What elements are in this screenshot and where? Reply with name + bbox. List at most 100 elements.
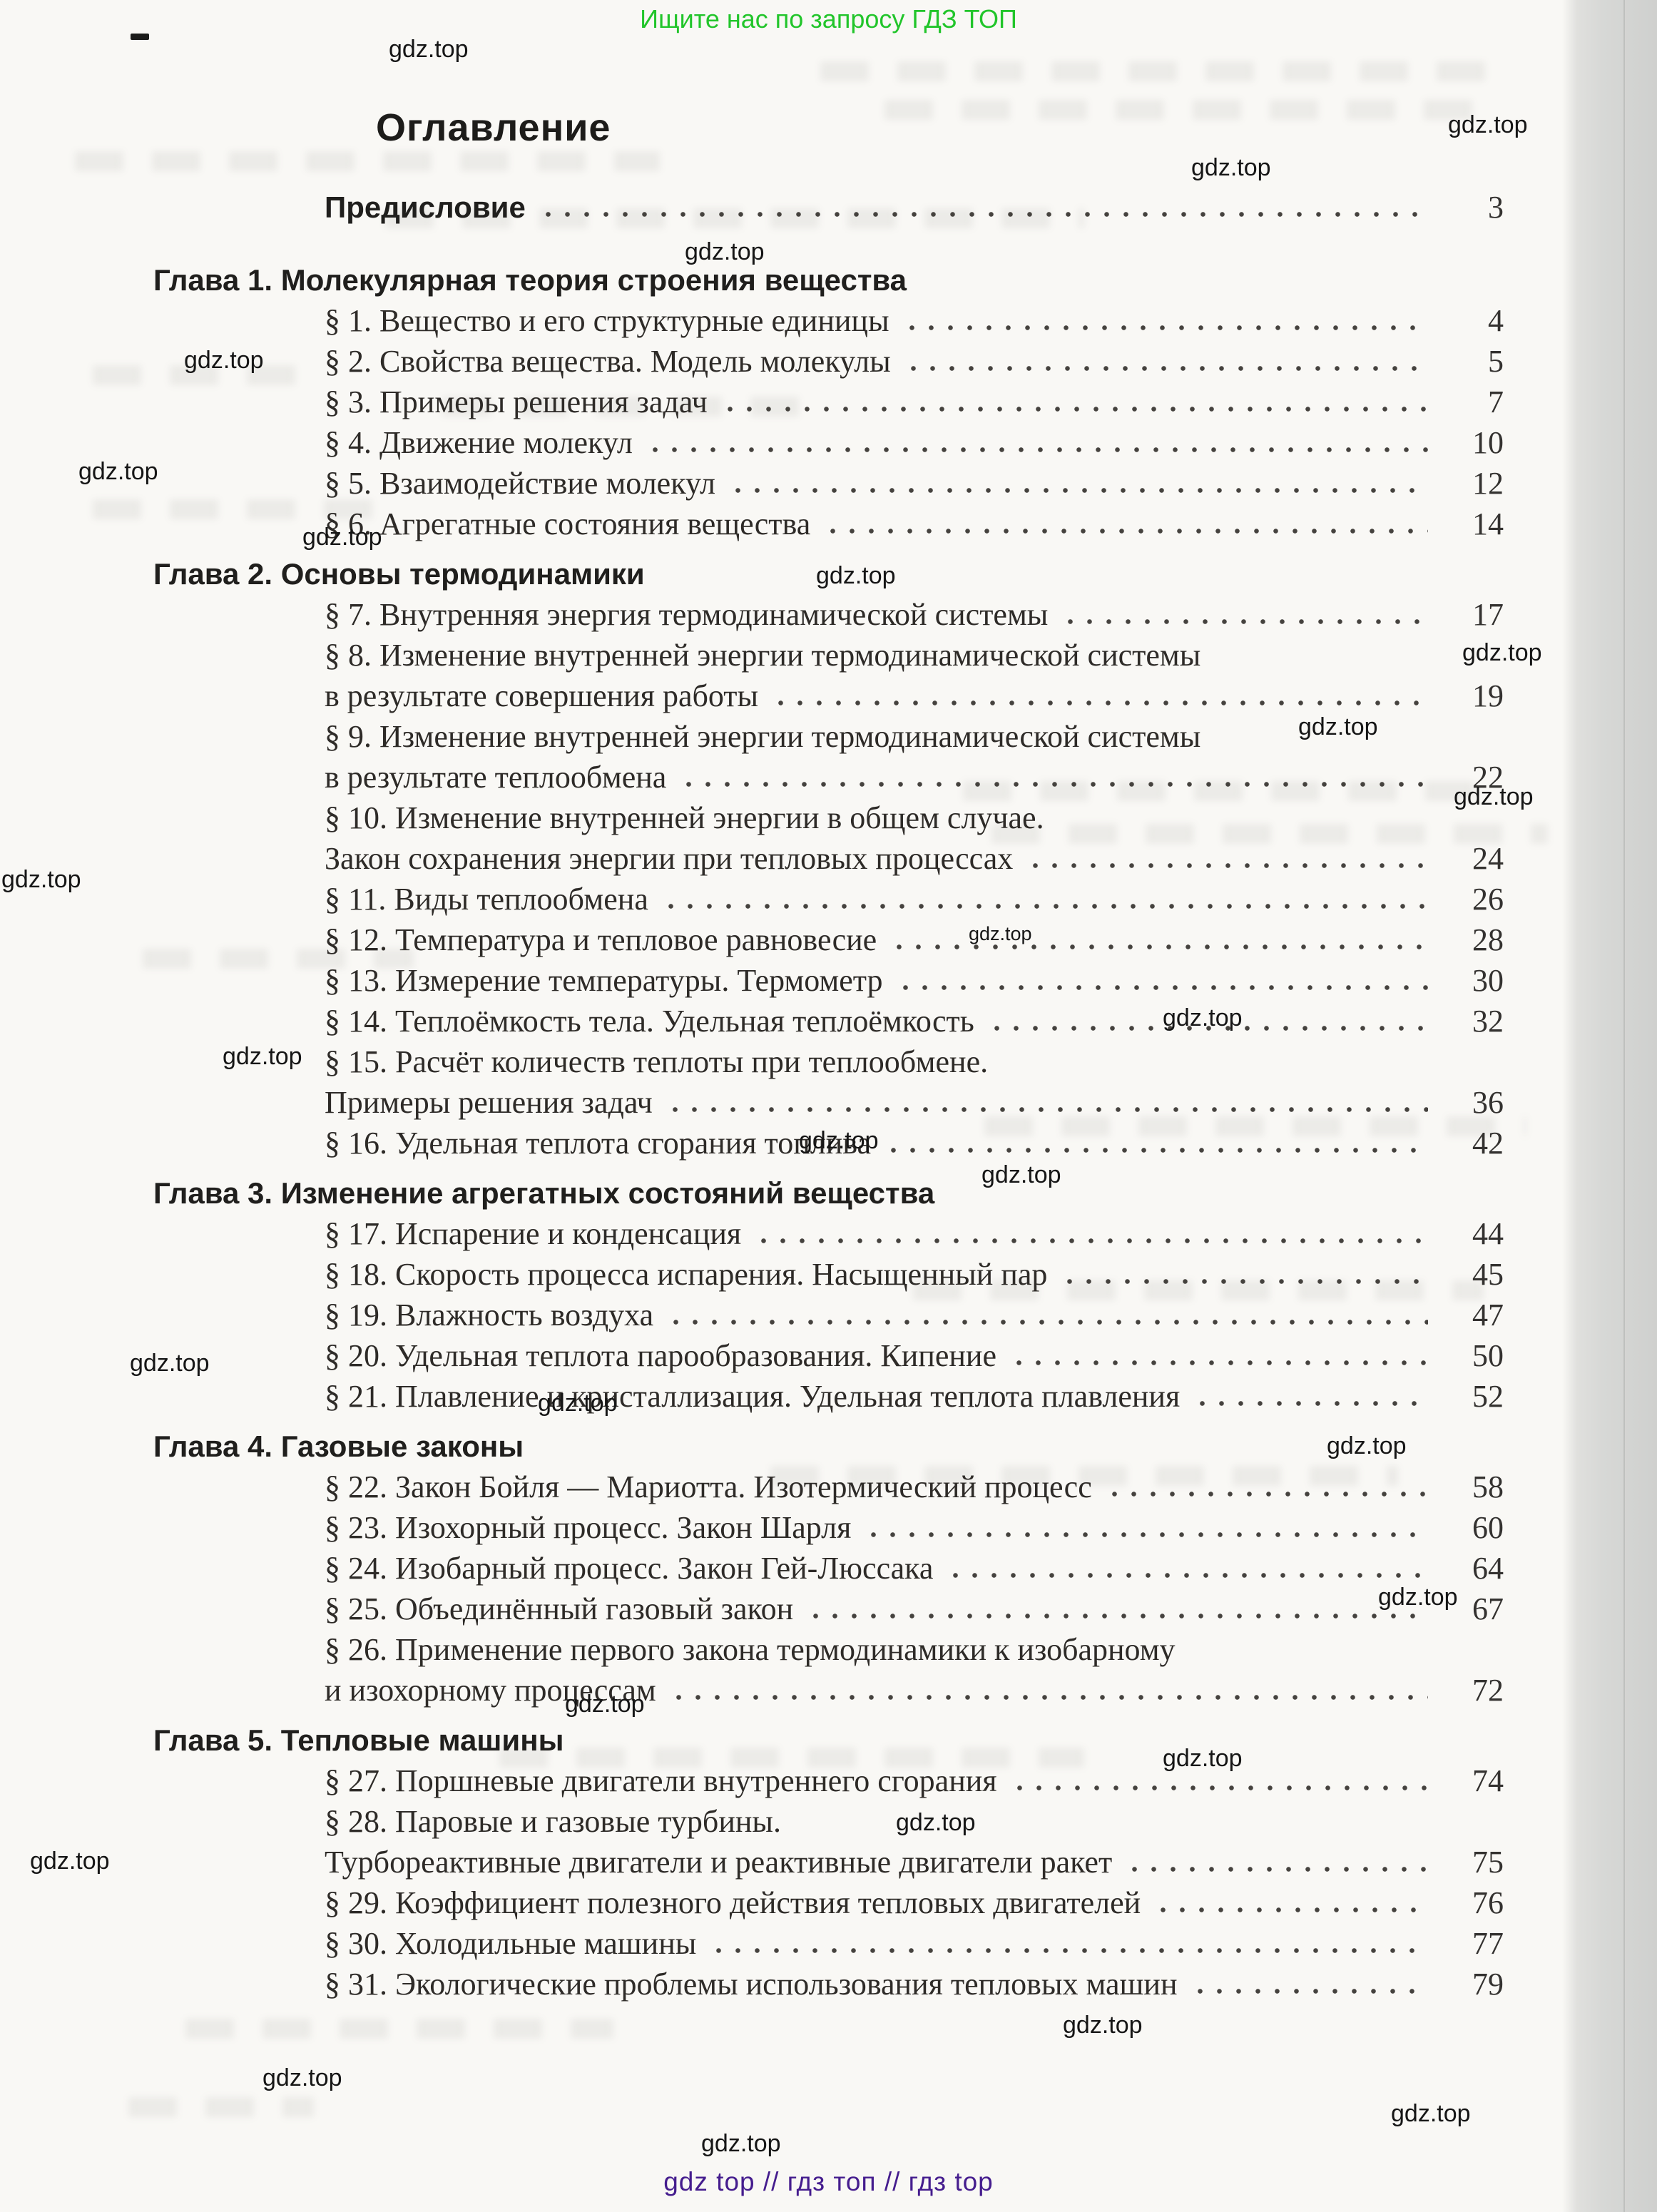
toc-row: § 4. Движение молекул 10 bbox=[153, 422, 1504, 463]
toc-row: в результате совершения работы 19 bbox=[153, 676, 1504, 716]
watermark: gdz.top bbox=[969, 923, 1032, 944]
toc-entry-label: § 4. Движение молекул bbox=[325, 425, 633, 460]
dot-leader bbox=[903, 365, 1428, 372]
dot-leader bbox=[538, 211, 1428, 218]
toc-page-number: 77 bbox=[1472, 1926, 1504, 1961]
dot-leader bbox=[728, 487, 1428, 494]
toc-entry-label: Закон сохранения энергии при тепловых пр… bbox=[325, 841, 1014, 876]
toc-entry-label: § 2. Свойства вещества. Модель молекулы bbox=[325, 344, 891, 379]
toc-row-preface: Предисловие 3 bbox=[153, 187, 1504, 228]
page-title: Оглавление bbox=[376, 106, 611, 149]
toc-entry-label: § 12. Температура и тепловое равновесие bbox=[325, 922, 877, 957]
toc-page-number: 12 bbox=[1472, 466, 1504, 501]
dot-leader bbox=[668, 1694, 1428, 1701]
bleed-through-artifact bbox=[143, 949, 414, 969]
toc-entry-label: § 17. Испарение и конденсация bbox=[325, 1216, 742, 1251]
watermark: gdz.top bbox=[302, 524, 382, 551]
dot-leader bbox=[1009, 1360, 1428, 1366]
toc-row: § 5. Взаимодействие молекул 12 bbox=[153, 463, 1504, 504]
watermark: gdz.top bbox=[184, 347, 264, 374]
watermark: gdz.top bbox=[538, 1390, 618, 1417]
toc-page-number: 47 bbox=[1472, 1298, 1504, 1332]
watermark: gdz.top bbox=[1462, 639, 1542, 666]
toc-row: § 2. Свойства вещества. Модель молекулы 5 bbox=[153, 341, 1504, 382]
toc-page-number: 28 bbox=[1472, 922, 1504, 957]
dot-leader bbox=[1061, 618, 1428, 625]
toc-page-number: 26 bbox=[1472, 882, 1504, 917]
toc-row: и изохорному процессам 72 bbox=[153, 1670, 1504, 1711]
toc-entry-label: § 14. Теплоёмкость тела. Удельная теплоё… bbox=[325, 1004, 974, 1039]
dot-leader bbox=[754, 1238, 1428, 1244]
toc-page-number: 52 bbox=[1472, 1379, 1504, 1414]
toc-page-number: 4 bbox=[1488, 303, 1504, 338]
watermark: gdz.top bbox=[1391, 2100, 1471, 2127]
toc-page-number: 3 bbox=[1488, 190, 1504, 225]
watermark: gdz.top bbox=[1063, 2012, 1143, 2039]
toc-row: § 23. Изохорный процесс. Закон Шарля 60 bbox=[153, 1507, 1504, 1548]
toc-row: § 9. Изменение внутренней энергии термод… bbox=[153, 716, 1504, 757]
toc-entry-label: § 15. Расчёт количеств теплоты при тепло… bbox=[325, 1044, 989, 1079]
toc-page-number: 14 bbox=[1472, 506, 1504, 541]
toc-entry-label: § 28. Паровые и газовые турбины. bbox=[325, 1804, 781, 1839]
watermark: gdz.top bbox=[799, 1127, 879, 1154]
chapter-heading: Глава 4. Газовые законы bbox=[153, 1429, 524, 1463]
toc-row: § 25. Объединённый газовый закон 67 bbox=[153, 1589, 1504, 1629]
watermark: gdz.top bbox=[1, 866, 81, 893]
watermark: gdz.top bbox=[30, 1847, 110, 1875]
bleed-through-artifact bbox=[128, 2097, 314, 2117]
dot-leader bbox=[806, 1613, 1428, 1619]
toc-page-number: 58 bbox=[1472, 1469, 1504, 1504]
watermark: gdz.top bbox=[1298, 713, 1378, 740]
toc-page-number: 50 bbox=[1472, 1338, 1504, 1373]
toc-row: § 19. Влажность воздуха 47 bbox=[153, 1295, 1504, 1335]
toc-row: § 14. Теплоёмкость тела. Удельная теплоё… bbox=[153, 1001, 1504, 1041]
toc-entry-label: § 9. Изменение внутренней энергии термод… bbox=[325, 719, 1201, 754]
toc-page-number: 64 bbox=[1472, 1551, 1504, 1586]
dot-leader bbox=[889, 944, 1428, 950]
toc-entry-label: § 25. Объединённый газовый закон bbox=[325, 1591, 794, 1626]
toc-row: § 17. Испарение и конденсация 44 bbox=[153, 1213, 1504, 1254]
toc-chapter: Глава 2. Основы термодинамики § 7. Внутре… bbox=[153, 556, 1504, 1163]
dot-leader bbox=[661, 903, 1428, 909]
dot-leader bbox=[665, 1106, 1428, 1113]
watermark: gdz.top bbox=[685, 238, 765, 265]
toc-row: § 16. Удельная теплота сгорания топлива 4… bbox=[153, 1123, 1504, 1163]
toc-row: § 21. Плавление и кристаллизация. Удельн… bbox=[153, 1376, 1504, 1417]
dot-leader bbox=[720, 406, 1428, 412]
toc-page-number: 79 bbox=[1472, 1967, 1504, 2002]
watermark: gdz.top bbox=[701, 2130, 781, 2157]
bleed-through-artifact bbox=[185, 2019, 613, 2039]
bleed-through-artifact bbox=[820, 61, 1498, 81]
toc-page-number: 24 bbox=[1472, 841, 1504, 876]
toc-entry-label: § 21. Плавление и кристаллизация. Удельн… bbox=[325, 1379, 1181, 1414]
toc-page-number: 72 bbox=[1472, 1673, 1504, 1708]
toc-page-number: 10 bbox=[1472, 425, 1504, 460]
toc-page-number: 7 bbox=[1488, 384, 1504, 419]
toc-row: § 20. Удельная теплота парообразования. … bbox=[153, 1335, 1504, 1376]
watermark: gdz.top bbox=[1378, 1584, 1458, 1611]
bleed-through-artifact bbox=[984, 1116, 1526, 1136]
page-edge-shadow bbox=[1562, 0, 1657, 2212]
toc-row: § 13. Измерение температуры. Термометр 30 bbox=[153, 960, 1504, 1001]
toc-page-number: 75 bbox=[1472, 1845, 1504, 1880]
toc-chapter: Глава 1. Молекулярная теория строения ве… bbox=[153, 262, 1504, 544]
dot-leader bbox=[679, 781, 1428, 788]
toc-entry-label: Турбореактивные двигатели и реактивные д… bbox=[325, 1845, 1113, 1880]
promo-banner-bottom: gdz top // гдз топ // гдз top bbox=[663, 2167, 994, 2196]
toc-page-number: 76 bbox=[1472, 1885, 1504, 1920]
dot-leader bbox=[864, 1531, 1428, 1538]
toc-row: § 27. Поршневые двигатели внутреннего сг… bbox=[153, 1760, 1504, 1801]
watermark: gdz.top bbox=[130, 1350, 210, 1377]
watermark: gdz.top bbox=[389, 36, 469, 63]
toc-entry-label: Примеры решения задач bbox=[325, 1085, 653, 1120]
toc-page-number: 42 bbox=[1472, 1126, 1504, 1161]
toc-entry-label: § 16. Удельная теплота сгорания топлива bbox=[325, 1126, 871, 1161]
dot-leader bbox=[709, 1947, 1428, 1954]
toc-entry-label: § 23. Изохорный процесс. Закон Шарля bbox=[325, 1510, 852, 1545]
bleed-through-artifact bbox=[884, 100, 1498, 120]
watermark: gdz.top bbox=[982, 1161, 1061, 1188]
toc-row: Закон сохранения энергии при тепловых пр… bbox=[153, 838, 1504, 879]
toc-entry-label: § 31. Экологические проблемы использован… bbox=[325, 1967, 1178, 2002]
toc-row: § 24. Изобарный процесс. Закон Гей-Люсса… bbox=[153, 1548, 1504, 1589]
